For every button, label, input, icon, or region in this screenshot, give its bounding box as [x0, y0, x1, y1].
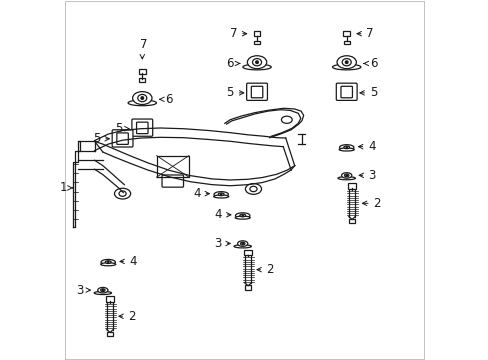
Text: 6: 6	[159, 93, 173, 106]
Text: 5: 5	[359, 86, 377, 99]
FancyBboxPatch shape	[112, 130, 133, 147]
Text: 4: 4	[358, 140, 375, 153]
Text: 6: 6	[363, 57, 377, 70]
Ellipse shape	[98, 287, 108, 293]
FancyBboxPatch shape	[117, 133, 128, 144]
Text: 3: 3	[359, 169, 375, 182]
Text: 5: 5	[93, 132, 109, 145]
FancyBboxPatch shape	[244, 249, 251, 255]
Ellipse shape	[101, 263, 116, 266]
Ellipse shape	[101, 289, 105, 292]
Ellipse shape	[252, 59, 261, 66]
Text: 4: 4	[193, 187, 209, 200]
FancyBboxPatch shape	[139, 78, 145, 82]
Ellipse shape	[337, 177, 355, 180]
Text: 6: 6	[226, 57, 239, 70]
FancyBboxPatch shape	[136, 122, 148, 134]
Ellipse shape	[339, 145, 353, 150]
Ellipse shape	[249, 186, 257, 192]
Ellipse shape	[235, 216, 250, 219]
Text: 4: 4	[214, 208, 230, 221]
Ellipse shape	[343, 146, 349, 149]
FancyBboxPatch shape	[106, 296, 113, 302]
Circle shape	[345, 61, 347, 63]
Circle shape	[242, 243, 243, 244]
Ellipse shape	[132, 91, 152, 104]
Ellipse shape	[235, 213, 249, 218]
FancyBboxPatch shape	[246, 83, 267, 100]
Ellipse shape	[218, 193, 224, 196]
Ellipse shape	[138, 94, 146, 102]
Ellipse shape	[240, 242, 244, 245]
Ellipse shape	[114, 188, 130, 199]
Text: 2: 2	[362, 197, 380, 210]
FancyBboxPatch shape	[343, 31, 349, 36]
Ellipse shape	[339, 148, 353, 151]
Circle shape	[141, 97, 143, 99]
FancyBboxPatch shape	[336, 83, 356, 100]
FancyBboxPatch shape	[251, 86, 262, 98]
Ellipse shape	[119, 191, 126, 196]
Ellipse shape	[239, 214, 245, 217]
Ellipse shape	[214, 192, 228, 197]
Circle shape	[220, 194, 222, 195]
Ellipse shape	[234, 245, 251, 248]
Ellipse shape	[247, 56, 266, 69]
Text: 3: 3	[76, 284, 90, 297]
Ellipse shape	[213, 195, 228, 198]
Text: 7: 7	[229, 27, 246, 40]
FancyBboxPatch shape	[254, 41, 260, 44]
Text: 4: 4	[120, 255, 136, 268]
Circle shape	[107, 261, 109, 263]
FancyBboxPatch shape	[139, 69, 145, 74]
Text: 5: 5	[226, 86, 244, 99]
FancyBboxPatch shape	[106, 332, 113, 336]
Ellipse shape	[94, 291, 111, 294]
Text: 2: 2	[257, 263, 273, 276]
FancyBboxPatch shape	[132, 119, 152, 136]
Circle shape	[255, 61, 258, 63]
FancyBboxPatch shape	[340, 86, 352, 98]
Ellipse shape	[341, 173, 351, 178]
Ellipse shape	[245, 184, 261, 194]
Ellipse shape	[101, 260, 115, 265]
FancyBboxPatch shape	[244, 285, 251, 290]
Text: 1: 1	[60, 181, 72, 194]
Text: 3: 3	[214, 237, 230, 250]
Text: 7: 7	[140, 38, 147, 51]
Ellipse shape	[336, 56, 356, 69]
FancyBboxPatch shape	[348, 219, 355, 224]
Text: 5: 5	[115, 122, 129, 135]
Text: 2: 2	[119, 310, 135, 323]
Ellipse shape	[105, 261, 111, 264]
Ellipse shape	[281, 116, 292, 123]
Ellipse shape	[237, 241, 247, 246]
Circle shape	[102, 289, 103, 291]
FancyBboxPatch shape	[162, 175, 183, 187]
Circle shape	[242, 215, 243, 216]
FancyBboxPatch shape	[348, 183, 355, 189]
Ellipse shape	[344, 174, 348, 177]
FancyBboxPatch shape	[343, 41, 349, 44]
Ellipse shape	[128, 100, 156, 106]
FancyBboxPatch shape	[253, 31, 260, 36]
Text: 7: 7	[356, 27, 373, 40]
Ellipse shape	[332, 64, 360, 70]
Ellipse shape	[342, 59, 350, 66]
Ellipse shape	[243, 64, 271, 70]
